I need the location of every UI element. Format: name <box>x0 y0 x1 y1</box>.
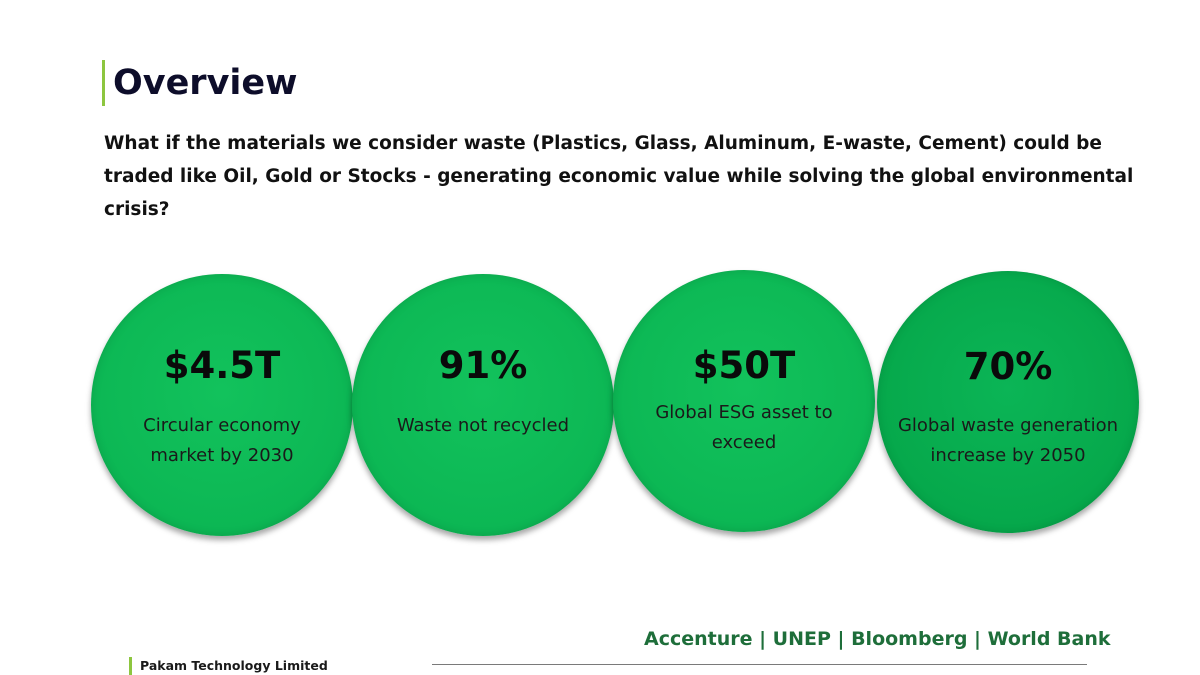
stat-value: 91% <box>438 344 528 387</box>
stat-value: $4.5T <box>163 344 281 387</box>
intro-paragraph: What if the materials we consider waste … <box>104 133 1134 220</box>
company-name: Pakam Technology Limited <box>129 657 328 675</box>
stat-value: $50T <box>692 344 796 387</box>
stat-value: 70% <box>963 345 1053 388</box>
stat-label: Global ESG asset to exceed <box>655 402 833 453</box>
page-title: Overview <box>113 62 298 103</box>
stat-label: Circular economy market by 2030 <box>143 415 301 466</box>
footer-divider <box>432 664 1087 665</box>
stat-label: Global waste generation increase by 2050 <box>897 415 1118 466</box>
sources-line: Accenture | UNEP | Bloomberg | World Ban… <box>644 628 1111 650</box>
title-block: Overview <box>102 60 297 106</box>
stat-label: Waste not recycled <box>396 415 570 436</box>
stat-circle-waste-not-recycled: 91% Waste not recycled <box>352 274 614 536</box>
stat-circle-circular-economy: $4.5T Circular economy market by 2030 <box>91 274 353 536</box>
stat-circle-esg-assets: $50T Global ESG asset to exceed <box>613 270 875 532</box>
stat-circle-waste-generation: 70% Global waste generation increase by … <box>877 271 1139 533</box>
